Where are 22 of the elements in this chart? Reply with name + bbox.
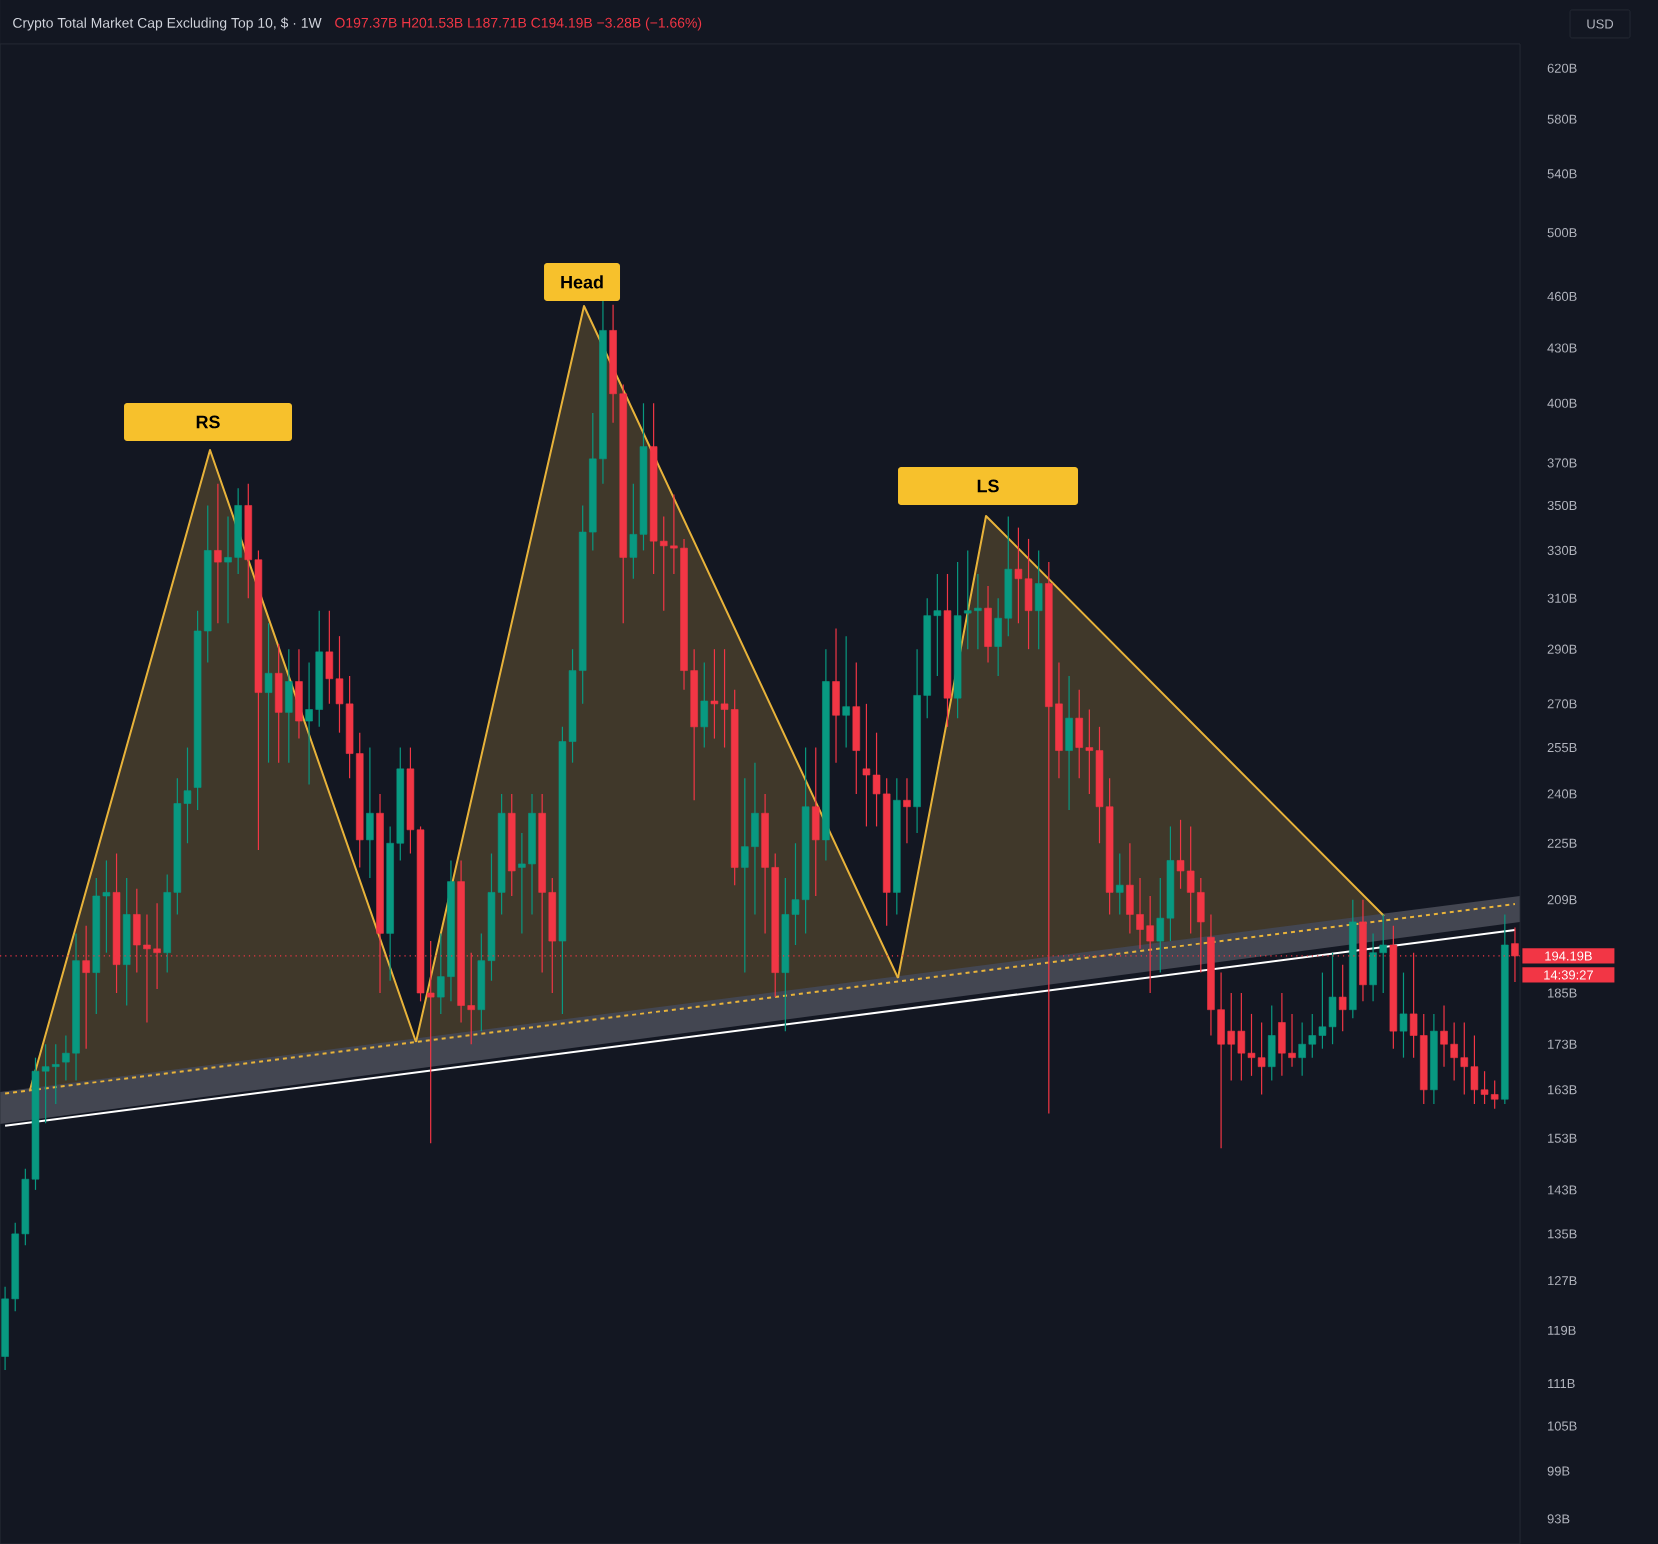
annotation: LS bbox=[977, 479, 999, 493]
candlestick bbox=[852, 661, 861, 795]
annotation: Head bbox=[561, 275, 603, 289]
candlestick bbox=[1116, 852, 1124, 916]
candlestick bbox=[274, 643, 283, 764]
candlestick bbox=[903, 777, 911, 844]
candlestick bbox=[842, 635, 850, 749]
candlestick bbox=[1034, 549, 1043, 650]
candlestick bbox=[700, 661, 709, 749]
candlestick bbox=[1268, 1004, 1276, 1082]
candlestick bbox=[1338, 964, 1347, 1032]
candlestick bbox=[285, 648, 293, 764]
candlestick bbox=[366, 746, 374, 879]
candlestick bbox=[812, 746, 820, 897]
candlestick bbox=[984, 585, 992, 664]
candlestick bbox=[214, 483, 222, 624]
candlestick bbox=[1399, 971, 1408, 1059]
candlestick bbox=[295, 648, 303, 740]
candlestick bbox=[832, 627, 840, 764]
candlestick bbox=[264, 622, 273, 764]
candlestick bbox=[1065, 675, 1073, 811]
annotation: RS bbox=[196, 415, 220, 429]
